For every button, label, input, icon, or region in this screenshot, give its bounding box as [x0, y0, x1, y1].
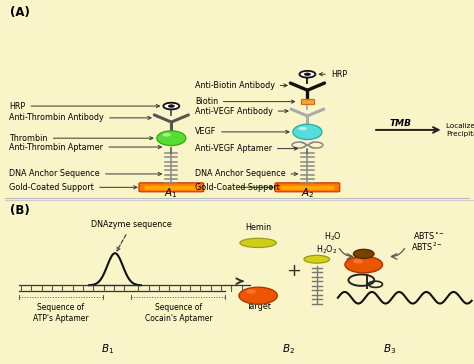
Circle shape [164, 103, 179, 110]
Text: Localized HRP-TMB
Precipitation: Localized HRP-TMB Precipitation [446, 123, 474, 137]
FancyBboxPatch shape [281, 186, 334, 190]
Circle shape [354, 249, 374, 258]
Ellipse shape [293, 124, 322, 139]
Ellipse shape [240, 238, 276, 248]
Ellipse shape [246, 289, 256, 294]
Text: Target: Target [246, 302, 271, 311]
Text: Thrombin: Thrombin [9, 134, 153, 143]
Text: TMB: TMB [390, 119, 412, 128]
Ellipse shape [239, 287, 277, 304]
Text: Anti-Thrombin Aptamer: Anti-Thrombin Aptamer [9, 143, 161, 151]
Text: Anti-Biotin Antibody: Anti-Biotin Antibody [195, 81, 287, 90]
FancyBboxPatch shape [145, 186, 198, 190]
Text: B$_2$: B$_2$ [282, 343, 295, 356]
Text: ABTS$^{\bullet-}$: ABTS$^{\bullet-}$ [413, 230, 445, 241]
Text: HRP: HRP [9, 102, 159, 111]
Text: Gold-Coated Support: Gold-Coated Support [9, 183, 137, 192]
FancyBboxPatch shape [275, 183, 340, 192]
Text: ABTS$^{2-}$: ABTS$^{2-}$ [410, 241, 442, 253]
Text: Biotin: Biotin [195, 97, 295, 106]
Text: Anti-Thrombin Antibody: Anti-Thrombin Antibody [9, 113, 151, 122]
Text: Hemin: Hemin [245, 222, 271, 232]
Circle shape [168, 105, 174, 107]
FancyBboxPatch shape [139, 183, 204, 192]
Text: +: + [286, 262, 301, 280]
Circle shape [304, 73, 310, 75]
Text: B$_3$: B$_3$ [383, 343, 396, 356]
Text: Gold-Coated Support: Gold-Coated Support [195, 183, 280, 192]
Text: (B): (B) [10, 203, 30, 217]
Text: Anti-VEGF Antibody: Anti-VEGF Antibody [195, 107, 288, 115]
Text: Sequence of
ATP's Aptamer: Sequence of ATP's Aptamer [33, 303, 89, 323]
Circle shape [300, 71, 315, 78]
Text: DNAzyme sequence: DNAzyme sequence [91, 221, 172, 251]
Text: Anti-VEGF Aptamer: Anti-VEGF Aptamer [195, 144, 298, 153]
Text: A$_1$: A$_1$ [164, 186, 178, 200]
Text: Sequence of
Cocain's Aptamer: Sequence of Cocain's Aptamer [145, 303, 212, 323]
Ellipse shape [157, 131, 186, 146]
Ellipse shape [163, 133, 171, 136]
Circle shape [345, 256, 383, 273]
Text: B$_1$: B$_1$ [101, 343, 115, 356]
Text: HRP: HRP [319, 70, 347, 79]
Text: A$_2$: A$_2$ [301, 186, 314, 200]
Text: VEGF: VEGF [195, 127, 289, 136]
Ellipse shape [299, 127, 307, 130]
Text: H$_2$O$_2$: H$_2$O$_2$ [316, 243, 337, 256]
Ellipse shape [304, 255, 330, 263]
Text: DNA Anchor Sequence: DNA Anchor Sequence [195, 170, 298, 178]
Text: DNA Anchor Sequence: DNA Anchor Sequence [9, 170, 161, 178]
Text: H$_2$O: H$_2$O [324, 231, 342, 243]
Circle shape [354, 259, 363, 264]
Text: (A): (A) [10, 6, 30, 19]
